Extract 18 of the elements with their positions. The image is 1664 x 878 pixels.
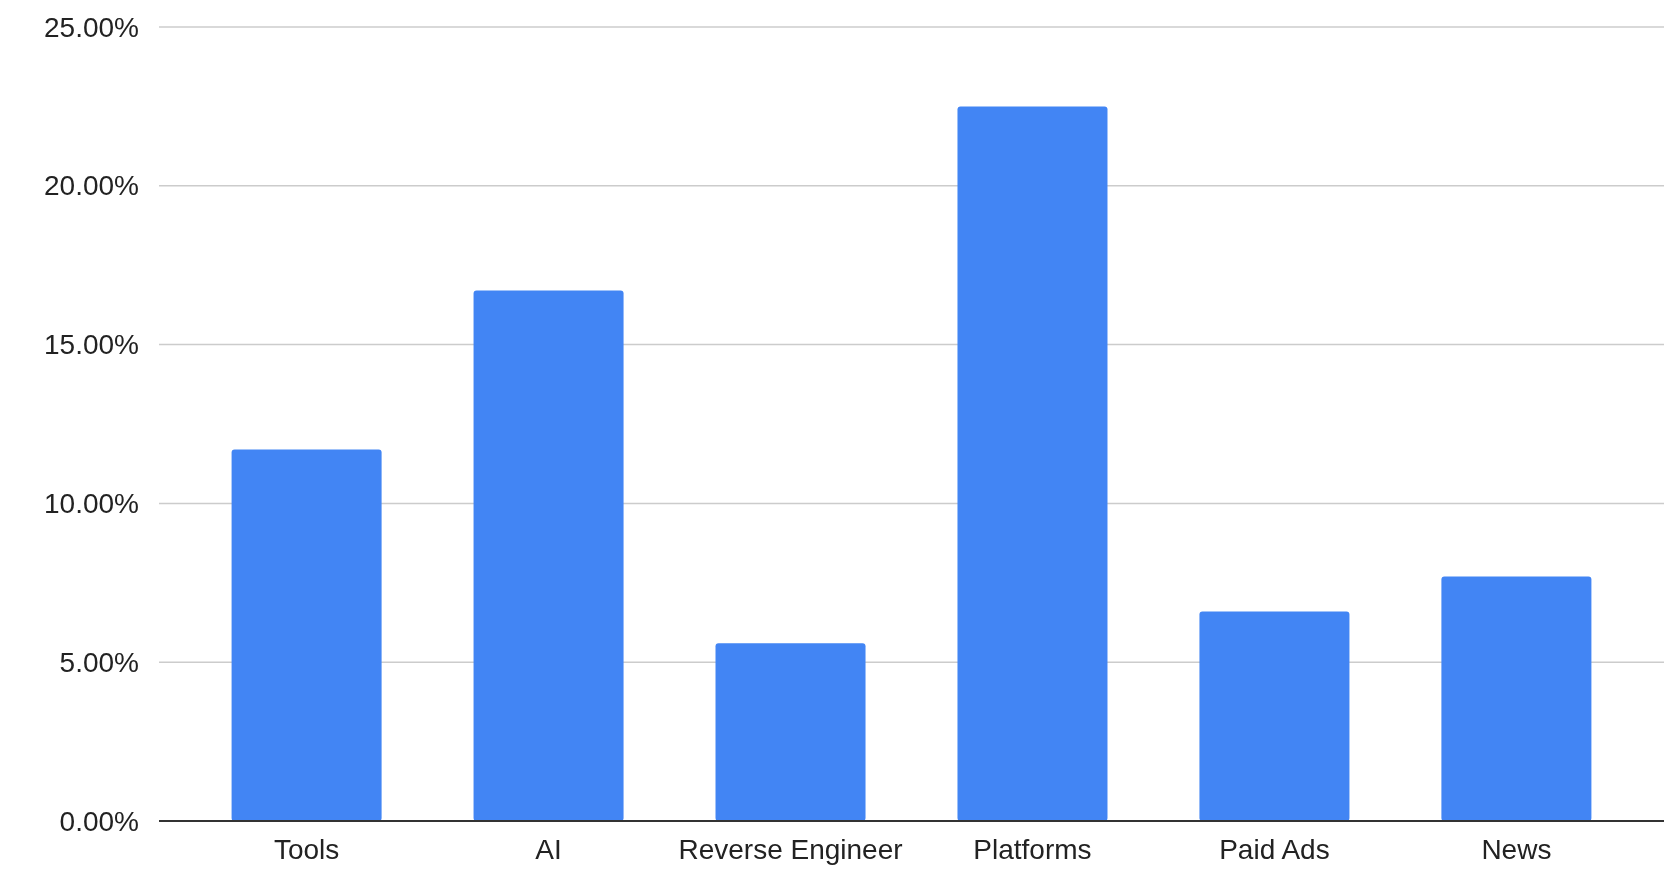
- y-tick-label: 25.00%: [44, 11, 139, 43]
- x-tick-label: News: [1481, 834, 1552, 865]
- bar: [473, 290, 624, 821]
- bar: [957, 106, 1108, 821]
- bar: [1199, 611, 1350, 821]
- bar: [231, 449, 382, 821]
- x-tick-label: Tools: [273, 834, 340, 865]
- y-tick-label: 10.00%: [44, 487, 139, 519]
- x-tick-label: Platforms: [973, 834, 1092, 865]
- y-tick-label: 15.00%: [44, 329, 139, 361]
- bar: [1441, 576, 1592, 821]
- bar: [715, 643, 866, 821]
- x-tick-label: AI: [535, 834, 562, 865]
- y-tick-label: 0.00%: [59, 805, 139, 837]
- x-tick-label: Paid Ads: [1219, 834, 1330, 865]
- y-tick-label: 20.00%: [44, 170, 139, 202]
- y-tick-label: 5.00%: [59, 646, 139, 678]
- x-tick-label: Reverse Engineer: [678, 834, 903, 865]
